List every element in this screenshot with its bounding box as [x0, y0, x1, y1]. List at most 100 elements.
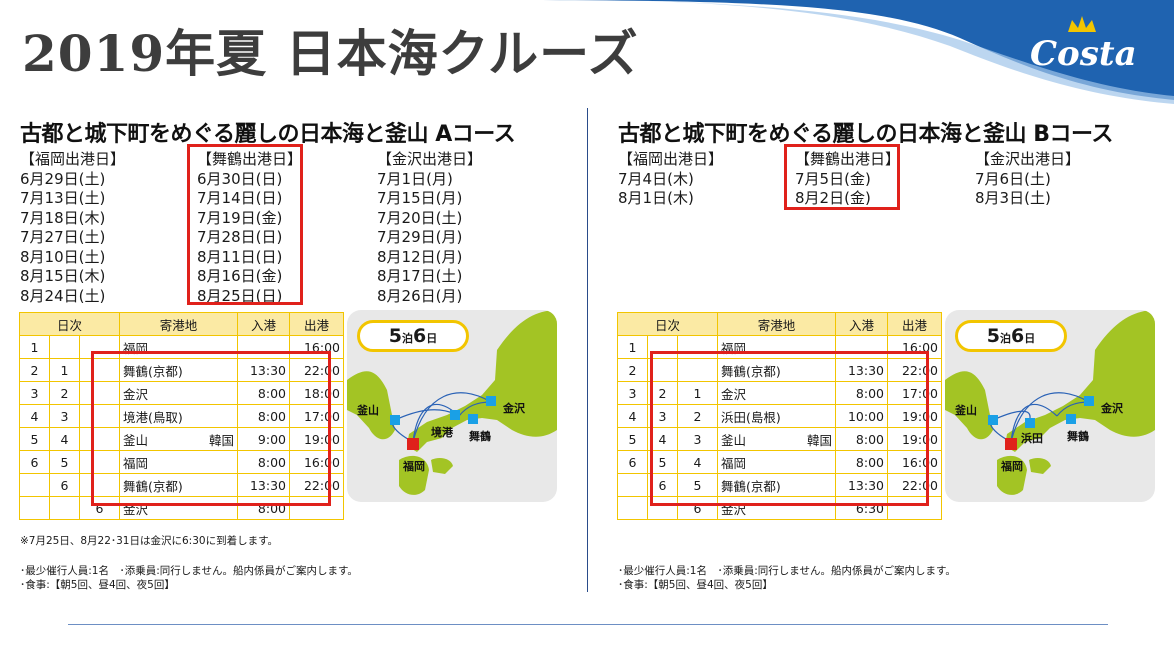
map-illustration [945, 310, 1155, 495]
course-a-fukuoka-dates: 【福岡出港日】 6月29日(土) 7月13日(土) 7月18日(木) 7月27日… [20, 150, 125, 306]
date-item: 8月15日(木) [20, 267, 106, 285]
days-unit: 日 [426, 332, 438, 345]
arrive-time [835, 335, 888, 359]
map-illustration [347, 310, 557, 495]
maizuru-header: 【舞鶴出港日】 [795, 150, 901, 168]
table-row: 1 福岡 16:00 [19, 335, 344, 359]
course-b-kanazawa-dates: 【金沢出港日】 7月6日(土) 8月3日(土) [975, 150, 1080, 209]
port-name: 福岡 [721, 455, 747, 471]
crown-icon [1068, 16, 1096, 32]
date-item: 8月12日(月) [377, 247, 463, 266]
date-item: 7月19日(金) [197, 208, 283, 227]
col-header-port: 寄港地 [717, 312, 836, 336]
date-item: 7月4日(木) [618, 169, 694, 188]
course-a-title: 古都と城下町をめぐる麗しの日本海と釜山 Aコース [20, 122, 516, 147]
day-1: 4 [617, 404, 648, 428]
course-b-fukuoka-dates: 【福岡出港日】 7月4日(木) 8月1日(木) [618, 150, 723, 209]
kanazawa-header: 【金沢出港日】 [377, 150, 483, 168]
col-header-day: 日次 [19, 312, 120, 336]
date-item: 6月30日(日) [197, 169, 283, 188]
day-1: 6 [617, 450, 648, 474]
day-1: 6 [19, 450, 50, 474]
date-item: 7月6日(土) [975, 169, 1051, 188]
maizuru-highlight-box [784, 144, 900, 210]
col-header-arrive: 入港 [835, 312, 888, 336]
arrival-note: ※7月25日、8月22･31日は金沢に6:30に到着します。 [20, 535, 279, 547]
date-item: 7月29日(月) [377, 228, 463, 246]
date-item: 8月16日(金) [197, 267, 283, 285]
date-item: 7月1日(月) [377, 169, 453, 188]
date-item: 7月15日(月) [377, 189, 463, 207]
nights-number: 5 [986, 325, 1000, 347]
day-1: 2 [19, 358, 50, 382]
course-b-maizuru-dates: 【舞鶴出港日】 7月5日(金) 8月2日(金) [795, 150, 900, 209]
day-1: 5 [617, 427, 648, 451]
date-item: 7月13日(土) [20, 189, 106, 207]
day-1 [617, 473, 648, 497]
day-1 [19, 496, 50, 520]
day-2: 1 [49, 358, 80, 382]
nights-number: 5 [388, 325, 402, 347]
port-name: 金沢 [721, 386, 747, 402]
port-name: 浜田(島根) [721, 409, 781, 425]
itinerary-highlight-box [91, 351, 331, 506]
day-2 [49, 496, 80, 520]
table-header-row: 日次 寄港地 入港 出港 [617, 312, 942, 336]
table-row: 6 金沢 6:30 [617, 496, 942, 520]
depart-time [887, 496, 942, 520]
maizuru-highlight-box [187, 144, 303, 305]
port-name: 境港(鳥取) [123, 409, 183, 425]
date-item: 7月18日(木) [20, 208, 106, 227]
port-cell: 福岡 [119, 450, 238, 474]
header-swoosh [480, 0, 1174, 104]
map-label: 金沢 [503, 402, 525, 415]
date-item: 8月2日(金) [795, 189, 871, 207]
day-3: 6 [79, 496, 120, 520]
depart-time [289, 496, 344, 520]
map-label: 釜山 [357, 404, 379, 417]
day-1: 3 [617, 381, 648, 405]
day-3: 3 [677, 427, 718, 451]
course-a-maizuru-dates: 【舞鶴出港日】 6月30日(日) 7月14日(日) 7月19日(金) 7月28日… [197, 150, 302, 306]
day-1: 1 [617, 335, 648, 359]
map-label: 金沢 [1101, 402, 1123, 415]
course-a-itinerary-table: 日次 寄港地 入港 出港 1 福岡 16:00 2 1 舞鶴(京都) 13:30 22:00… [19, 312, 344, 520]
arrive-time: 8:00 [237, 404, 290, 428]
course-b-title: 古都と城下町をめぐる麗しの日本海と釜山 Bコース [618, 122, 1113, 147]
arrive-time: 8:00 [835, 450, 888, 474]
table-row: 4 3 境港(鳥取) 8:00 17:00 [19, 404, 344, 428]
date-item: 7月27日(土) [20, 228, 106, 246]
port-name: 釜山 [721, 432, 747, 448]
port-name: 舞鶴(京都) [123, 478, 183, 494]
day-2 [49, 335, 80, 359]
day-2: 3 [49, 404, 80, 428]
fukuoka-header: 【福岡出港日】 [20, 150, 126, 168]
country-name: 韓国 [806, 432, 832, 448]
day-1: 4 [19, 404, 50, 428]
port-cell: 舞鶴(京都) [717, 473, 836, 497]
col-header-day: 日次 [617, 312, 718, 336]
course-a-kanazawa-dates: 【金沢出港日】 7月1日(月) 7月15日(月) 7月20日(土) 7月29日(… [377, 150, 482, 306]
costa-logo: Costa [1030, 34, 1137, 74]
tour-info-line2: ･食事:【朝5回、昼4回、夜5回】 [618, 579, 773, 591]
port-cell: 境港(鳥取) [119, 404, 238, 428]
map-label: 浜田 [1021, 432, 1043, 445]
port-cell: 釜山 韓国 [717, 427, 836, 451]
course-b-itinerary-table: 日次 寄港地 入港 出港 1 福岡 16:00 2 舞鶴(京都) 13:30 22:00 … [617, 312, 942, 520]
day-2: 5 [49, 450, 80, 474]
depart-time: 16:00 [887, 335, 942, 359]
date-item: 7月28日(日) [197, 228, 283, 246]
date-item: 8月11日(日) [197, 247, 283, 266]
table-row: 5 4 3 釜山 韓国 8:00 19:00 [617, 427, 942, 451]
days-unit: 日 [1024, 332, 1036, 345]
col-header-arrive: 入港 [237, 312, 290, 336]
day-1: 2 [617, 358, 648, 382]
center-divider [587, 108, 588, 592]
day-3 [677, 358, 718, 382]
itinerary-highlight-box [650, 351, 929, 506]
port-name: 金沢 [123, 386, 149, 402]
date-item: 6月29日(土) [20, 169, 106, 188]
day-1 [617, 496, 648, 520]
table-row: 4 3 2 浜田(島根) 10:00 19:00 [617, 404, 942, 428]
duration-badge: 5泊6日 [357, 320, 469, 352]
